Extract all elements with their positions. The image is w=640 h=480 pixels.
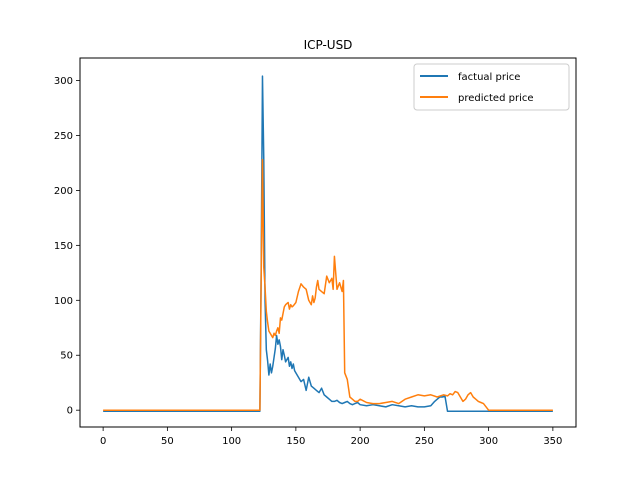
x-tick-label: 150 <box>286 436 305 447</box>
y-tick-label: 250 <box>54 131 73 142</box>
legend-label-factual-price: factual price <box>458 72 520 83</box>
legend-label-predicted-price: predicted price <box>458 93 534 104</box>
x-tick-label: 50 <box>161 436 174 447</box>
y-axis: 0 50 100 150 200 250 300 <box>54 76 80 417</box>
plot-lines <box>103 75 553 413</box>
x-tick-label: 200 <box>351 436 370 447</box>
series-line-predicted-price <box>103 158 553 411</box>
x-tick-label: 300 <box>479 436 498 447</box>
y-tick-label: 200 <box>54 186 73 197</box>
y-tick-label: 100 <box>54 296 73 307</box>
plot-frame <box>79 57 577 428</box>
legend: factual price predicted price <box>413 63 570 111</box>
x-tick-label: 0 <box>100 436 106 447</box>
x-tick-label: 350 <box>543 436 562 447</box>
x-tick-label: 250 <box>415 436 434 447</box>
y-tick-label: 300 <box>54 76 73 87</box>
series-line-factual-price <box>103 75 553 413</box>
x-tick-label: 100 <box>222 436 241 447</box>
legend-box <box>413 63 570 111</box>
y-tick-label: 150 <box>54 241 73 252</box>
x-axis: 0 50 100 150 200 250 300 350 <box>100 427 562 447</box>
y-tick-label: 0 <box>67 406 73 417</box>
chart-title: ICP-USD <box>304 38 353 52</box>
y-tick-label: 50 <box>60 351 73 362</box>
